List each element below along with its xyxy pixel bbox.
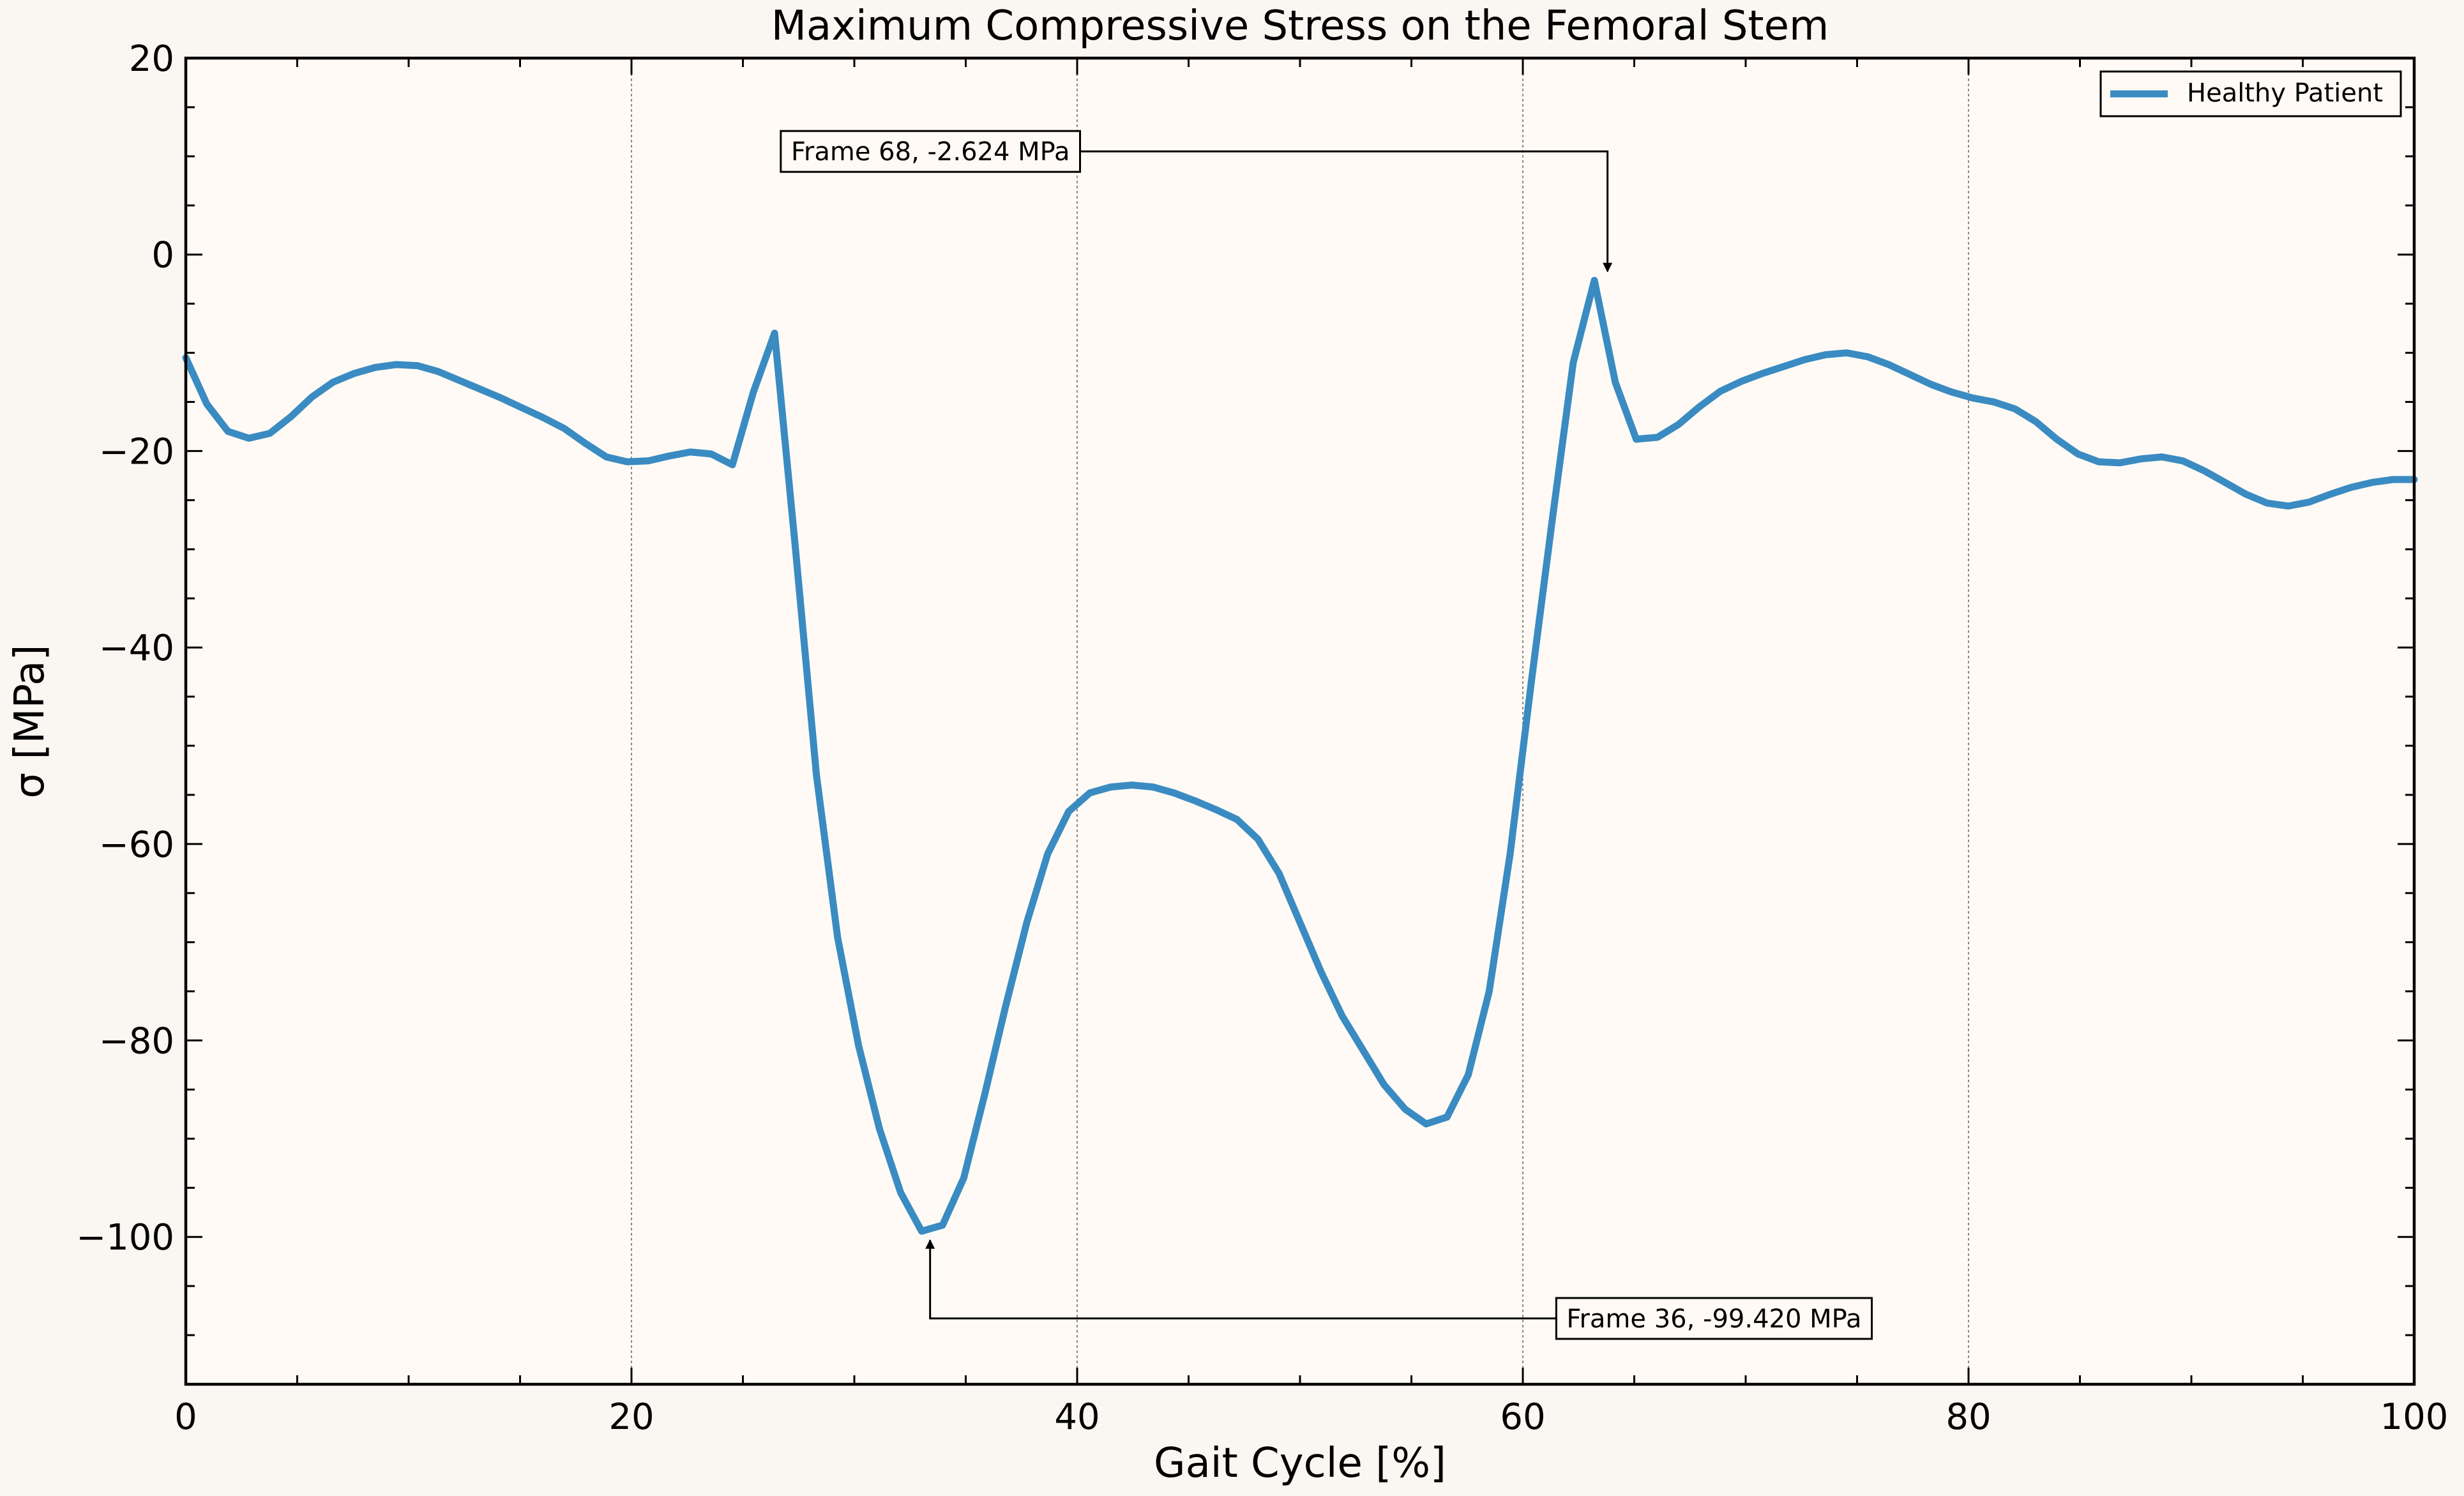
series-line-healthy-patient xyxy=(182,276,2418,1235)
x-tick-label: 40 xyxy=(1054,1396,1100,1438)
annotation-text: Frame 36, -99.420 MPa xyxy=(1566,1304,1861,1334)
x-tick-label: 100 xyxy=(2380,1396,2449,1438)
x-tick-label: 0 xyxy=(174,1396,197,1438)
legend: Healthy Patient xyxy=(2099,70,2402,117)
y-tick-label: −20 xyxy=(99,431,174,472)
annotation: Frame 68, -2.624 MPa xyxy=(780,130,1613,273)
y-tick-label: −100 xyxy=(76,1217,174,1258)
annotations-layer: Frame 68, -2.624 MPa Frame 36, -99.420 MP… xyxy=(780,130,1873,1340)
axis-ticks xyxy=(185,57,2415,1386)
plot-area xyxy=(186,58,2414,1384)
y-tick-label: −80 xyxy=(99,1021,174,1062)
x-tick-label: 80 xyxy=(1946,1396,1991,1438)
annotation: Frame 36, -99.420 MPa xyxy=(925,1239,1873,1340)
plot-frame xyxy=(184,56,2416,1386)
y-tick-label: −60 xyxy=(99,824,174,866)
x-tick-label: 60 xyxy=(1500,1396,1545,1438)
tick-labels: 0 20 40 60 80 100 20 0 −20 −40 −60 −80 −100 xyxy=(76,38,2448,1438)
series-layer xyxy=(182,276,2418,1235)
annotation-text: Frame 68, -2.624 MPa xyxy=(791,137,1070,167)
annotation-box xyxy=(1555,1297,1873,1340)
annotation-arrow xyxy=(1080,150,1613,273)
legend-label: Healthy Patient xyxy=(2187,79,2383,108)
grid-lines xyxy=(631,58,1969,1384)
annotation-arrow xyxy=(925,1239,1557,1320)
y-tick-label: 20 xyxy=(129,38,174,80)
y-axis-label: σ [MPa] xyxy=(6,645,54,799)
y-tick-label: −40 xyxy=(99,628,174,669)
x-axis-label: Gait Cycle [%] xyxy=(1154,1440,1446,1487)
y-tick-label: 0 xyxy=(151,235,174,276)
annotation-box xyxy=(780,130,1082,173)
x-tick-label: 20 xyxy=(608,1396,654,1438)
chart-title: Maximum Compressive Stress on the Femora… xyxy=(771,3,1829,50)
